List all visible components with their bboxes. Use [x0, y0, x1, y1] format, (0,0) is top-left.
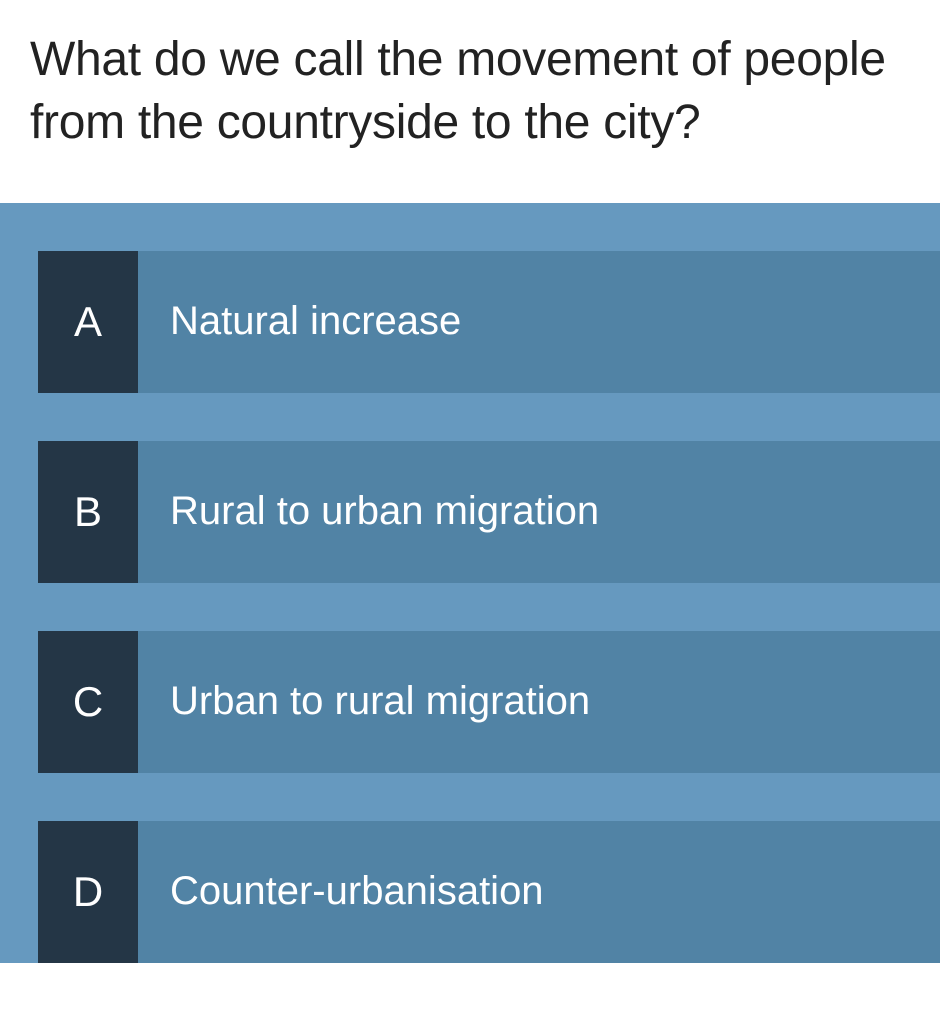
answer-text: Rural to urban migration	[138, 441, 940, 583]
answer-letter: D	[38, 821, 138, 963]
answers-section: A Natural increase B Rural to urban migr…	[0, 203, 940, 963]
answer-letter: A	[38, 251, 138, 393]
answer-letter: C	[38, 631, 138, 773]
answer-option-c[interactable]: C Urban to rural migration	[38, 631, 940, 773]
answer-text: Urban to rural migration	[138, 631, 940, 773]
question-section: What do we call the movement of people f…	[0, 0, 940, 203]
answer-letter: B	[38, 441, 138, 583]
answer-text: Counter-urbanisation	[138, 821, 940, 963]
answer-option-a[interactable]: A Natural increase	[38, 251, 940, 393]
answer-option-d[interactable]: D Counter-urbanisation	[38, 821, 940, 963]
question-text: What do we call the movement of people f…	[30, 28, 910, 155]
answer-option-b[interactable]: B Rural to urban migration	[38, 441, 940, 583]
answer-text: Natural increase	[138, 251, 940, 393]
